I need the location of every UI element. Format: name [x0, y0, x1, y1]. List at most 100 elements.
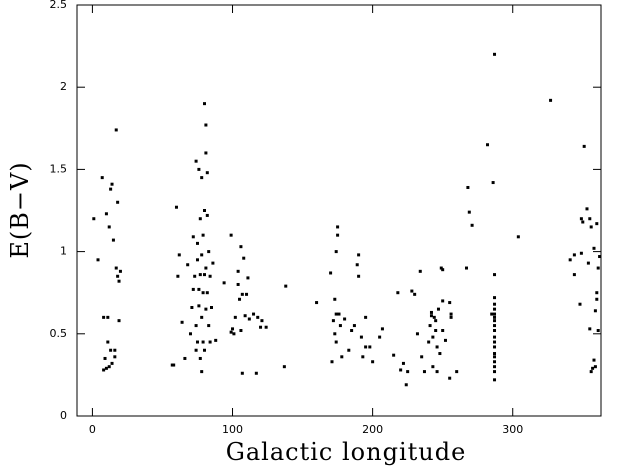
point [427, 340, 431, 344]
point [107, 225, 111, 229]
point [195, 241, 199, 245]
point [436, 307, 440, 311]
point [598, 255, 602, 259]
point [202, 102, 206, 106]
point [246, 276, 250, 280]
point [443, 338, 447, 342]
point [490, 312, 494, 316]
point [439, 266, 443, 270]
point [340, 355, 344, 359]
point [113, 348, 117, 352]
point [260, 319, 264, 323]
point [392, 353, 396, 357]
point [109, 187, 113, 191]
point [247, 317, 251, 321]
point [441, 268, 445, 272]
point [422, 370, 426, 374]
y-tick-label: 0 [60, 409, 67, 422]
point [202, 273, 206, 277]
point [174, 205, 178, 209]
point [197, 287, 201, 291]
y-tick-label: 1.5 [50, 162, 68, 175]
point [284, 284, 288, 288]
point [493, 324, 497, 328]
point [205, 291, 209, 295]
point [467, 210, 471, 214]
point [222, 281, 226, 285]
point [493, 296, 497, 300]
point [198, 273, 202, 277]
point [588, 327, 592, 331]
point [336, 233, 340, 237]
point [572, 253, 576, 257]
point [429, 314, 433, 318]
point [493, 352, 497, 356]
point [378, 335, 382, 339]
point [114, 266, 118, 270]
point [466, 185, 470, 189]
x-axis-label: Galactic longitude [226, 438, 467, 466]
point [493, 370, 497, 374]
point [399, 368, 403, 372]
point [200, 370, 204, 374]
point [401, 361, 405, 365]
point [204, 307, 208, 311]
point [591, 366, 595, 370]
point [572, 273, 576, 277]
point [595, 222, 599, 226]
point [102, 368, 106, 372]
point [586, 261, 590, 265]
point [232, 332, 236, 336]
point [336, 225, 340, 229]
point [406, 370, 410, 374]
point [195, 340, 199, 344]
point [111, 238, 115, 242]
y-tick-label: 2 [60, 80, 67, 93]
point [493, 319, 497, 323]
point [435, 345, 439, 349]
point [190, 305, 194, 309]
point [106, 340, 110, 344]
point [431, 365, 435, 369]
point [493, 345, 497, 349]
point [205, 171, 209, 175]
point [592, 358, 596, 362]
y-tick-label: 2.5 [50, 0, 68, 11]
point [486, 143, 490, 147]
point [243, 314, 247, 318]
point [493, 378, 497, 382]
point [357, 274, 361, 278]
point [568, 258, 572, 262]
point [117, 279, 121, 283]
point [493, 312, 497, 316]
point [104, 366, 108, 370]
point [195, 258, 199, 262]
point [183, 356, 187, 360]
x-tick-label: 0 [89, 423, 96, 436]
point [582, 144, 586, 148]
point [441, 299, 445, 303]
point [493, 340, 497, 344]
point [429, 310, 433, 314]
point [242, 256, 246, 260]
point [579, 217, 583, 221]
point [589, 370, 593, 374]
point [116, 200, 120, 204]
point [198, 356, 202, 360]
point [448, 376, 452, 380]
point [592, 246, 596, 250]
point [330, 360, 334, 364]
point [361, 355, 365, 359]
y-axis-label: E(B−V) [6, 161, 34, 258]
point [404, 383, 408, 387]
point [238, 297, 242, 301]
point [331, 319, 335, 323]
point [578, 302, 582, 306]
point [355, 263, 359, 267]
point [109, 348, 113, 352]
point [593, 365, 597, 369]
point [204, 123, 208, 127]
point [107, 365, 111, 369]
point [438, 352, 442, 356]
point [596, 329, 600, 333]
